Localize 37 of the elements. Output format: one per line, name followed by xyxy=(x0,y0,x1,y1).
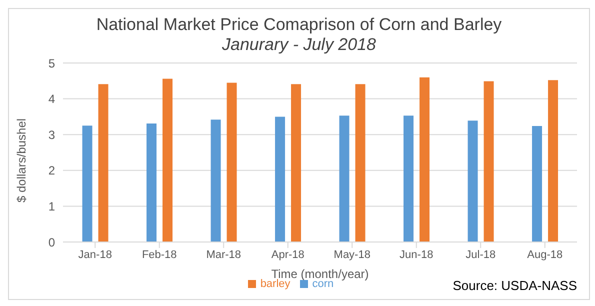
bar xyxy=(82,126,92,242)
legend-label: corn xyxy=(312,278,334,290)
x-tick-label: Aug-18 xyxy=(527,248,563,261)
source-note: Source: USDA-NASS xyxy=(452,278,577,293)
legend-label: barley xyxy=(260,278,290,290)
bar xyxy=(162,78,173,242)
chart-title: National Market Price Comaprison of Corn and Barley xyxy=(95,15,503,35)
bar xyxy=(420,77,430,242)
x-tick-label: Jan-18 xyxy=(78,248,112,261)
y-tick-label: 2 xyxy=(48,164,56,178)
bar xyxy=(275,116,286,242)
x-tick-label: May-18 xyxy=(334,248,370,261)
y-tick-label: 5 xyxy=(48,56,56,70)
bar xyxy=(468,120,478,242)
bar xyxy=(226,82,237,242)
bar xyxy=(355,84,366,242)
y-tick-label: 3 xyxy=(48,128,56,142)
y-tick-label: 4 xyxy=(48,92,56,106)
x-axis-title: Time (month/year) xyxy=(271,267,369,281)
bar xyxy=(98,84,108,242)
bar xyxy=(291,84,302,242)
bar xyxy=(210,120,221,242)
bar xyxy=(146,124,157,242)
x-tick-label: Apr-18 xyxy=(271,248,304,261)
y-tick-label: 0 xyxy=(48,235,56,250)
x-tick-label: Jun-18 xyxy=(400,248,434,261)
bar xyxy=(404,116,414,242)
bar xyxy=(484,81,494,242)
x-tick-label: Mar-18 xyxy=(206,248,242,261)
y-tick-label: 1 xyxy=(48,199,56,214)
x-tick-label: Feb-18 xyxy=(142,248,177,261)
bar xyxy=(548,80,558,242)
chart-subtitle: Janurary - July 2018 xyxy=(220,35,378,55)
y-axis-title: $ dollars/bushel xyxy=(14,118,28,202)
bar xyxy=(339,116,350,242)
bar xyxy=(532,126,542,242)
x-tick-label: Jul-18 xyxy=(466,248,496,261)
